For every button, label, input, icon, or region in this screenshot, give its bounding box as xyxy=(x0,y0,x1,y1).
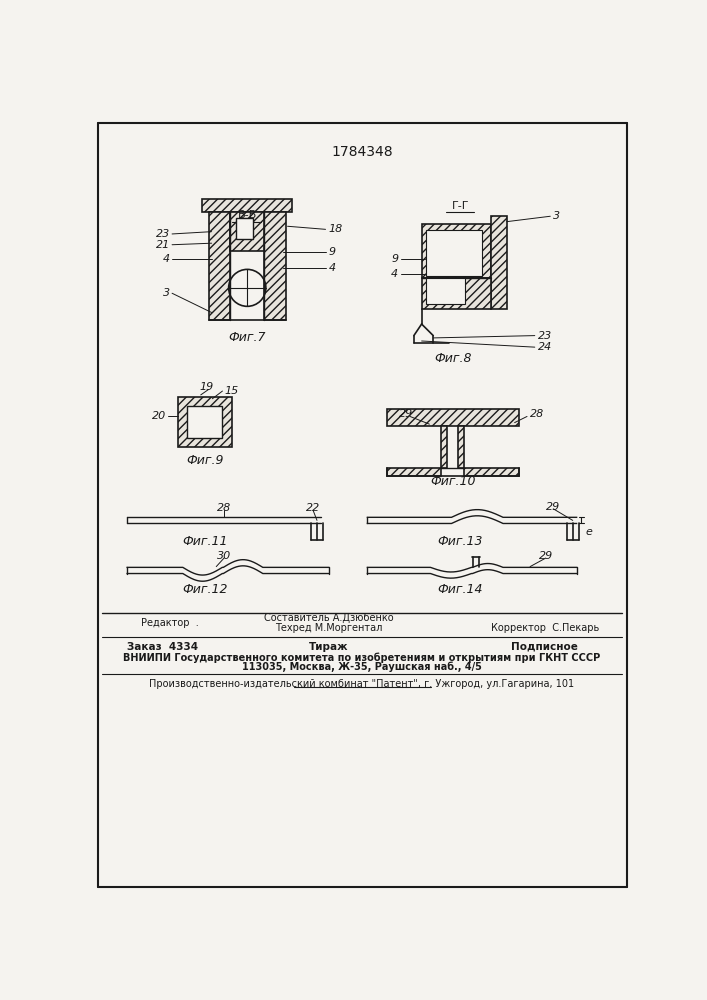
Text: 23: 23 xyxy=(538,331,552,341)
Text: Фиг.14: Фиг.14 xyxy=(438,583,483,596)
Bar xyxy=(421,224,491,278)
Text: 4: 4 xyxy=(391,269,398,279)
Bar xyxy=(458,426,464,468)
Text: 3: 3 xyxy=(554,211,561,221)
Text: Фиг.12: Фиг.12 xyxy=(182,583,228,596)
Bar xyxy=(264,212,286,320)
Text: 15: 15 xyxy=(224,386,238,396)
Text: Производственно-издательский комбинат "Патент", г. Ужгород, ул.Гагарина, 101: Производственно-издательский комбинат "П… xyxy=(149,679,575,689)
Text: Составитель А.Дзюбенко: Составитель А.Дзюбенко xyxy=(264,613,393,623)
Text: ВНИИПИ Государственного комитета по изобретениям и открытиям при ГКНТ СССР: ВНИИПИ Государственного комитета по изоб… xyxy=(123,652,600,663)
Bar xyxy=(202,199,292,212)
Text: Г-Г: Г-Г xyxy=(452,201,469,211)
Bar xyxy=(236,218,253,239)
Text: Заказ  4334: Заказ 4334 xyxy=(127,642,198,652)
Text: Фиг.9: Фиг.9 xyxy=(186,454,223,467)
Text: Фиг.11: Фиг.11 xyxy=(182,535,228,548)
Text: 9: 9 xyxy=(329,247,336,257)
Bar xyxy=(387,409,518,426)
Bar xyxy=(177,397,232,447)
Bar xyxy=(426,230,482,276)
Text: 19: 19 xyxy=(199,382,214,392)
Text: 29: 29 xyxy=(547,502,561,512)
Text: 29: 29 xyxy=(539,551,553,561)
Text: 18: 18 xyxy=(329,224,343,234)
Text: 4: 4 xyxy=(163,254,170,264)
Text: e: e xyxy=(586,527,592,537)
Text: Фиг.7: Фиг.7 xyxy=(228,331,266,344)
Text: 28: 28 xyxy=(217,503,231,513)
Bar xyxy=(209,212,230,320)
Bar xyxy=(387,468,441,476)
Bar xyxy=(491,216,507,309)
Text: 30: 30 xyxy=(217,551,231,561)
Text: 24: 24 xyxy=(538,342,552,352)
Text: Фиг.8: Фиг.8 xyxy=(434,352,472,365)
Text: В-В: В-В xyxy=(238,210,257,220)
Text: 23: 23 xyxy=(156,229,170,239)
Text: Тираж: Тираж xyxy=(309,642,349,652)
Bar xyxy=(187,406,223,438)
Text: Корректор  С.Пекарь: Корректор С.Пекарь xyxy=(491,623,600,633)
Bar xyxy=(464,468,518,476)
Bar xyxy=(441,426,448,468)
Text: 113035, Москва, Ж-35, Раушская наб., 4/5: 113035, Москва, Ж-35, Раушская наб., 4/5 xyxy=(242,661,482,672)
Text: Фиг.13: Фиг.13 xyxy=(438,535,483,548)
Text: 22: 22 xyxy=(306,503,320,513)
Bar xyxy=(421,278,491,309)
Text: 28: 28 xyxy=(530,409,544,419)
Bar xyxy=(426,278,465,304)
Text: Техред М.Моргентал: Техред М.Моргентал xyxy=(275,623,382,633)
Bar xyxy=(230,212,264,251)
Text: 9: 9 xyxy=(391,254,398,264)
Text: Подписное: Подписное xyxy=(510,642,578,652)
Text: Фиг.10: Фиг.10 xyxy=(430,475,475,488)
Text: 21: 21 xyxy=(156,240,170,250)
Text: 29: 29 xyxy=(399,409,414,419)
Text: 20: 20 xyxy=(151,411,166,421)
Text: 1784348: 1784348 xyxy=(331,145,393,159)
Text: 3: 3 xyxy=(163,288,170,298)
Text: 4: 4 xyxy=(329,263,336,273)
Text: Редактор  .: Редактор . xyxy=(141,618,199,628)
